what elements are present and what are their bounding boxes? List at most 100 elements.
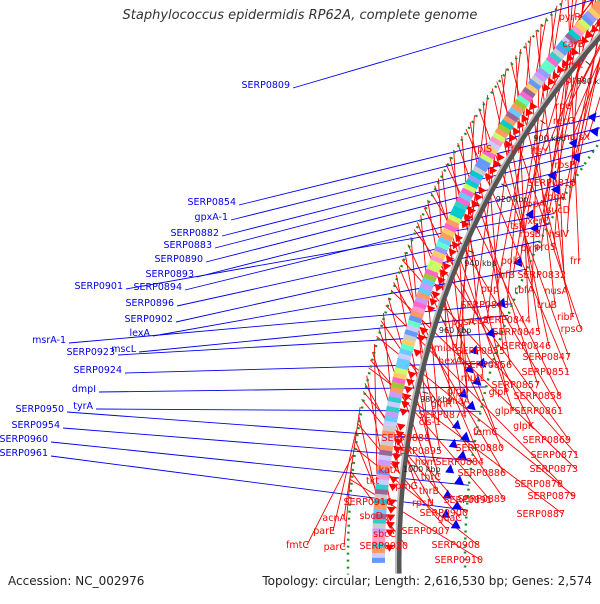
forward-gene-label: hom	[415, 457, 436, 468]
forward-gene-label: pnp	[481, 284, 499, 295]
forward-gene-label: guaC	[437, 513, 462, 524]
forward-gene-label: mutL	[461, 373, 486, 384]
forward-gene-label: glpF	[495, 406, 515, 417]
reverse-gene-label: dmpI	[72, 384, 96, 395]
forward-gene-label: ribF	[557, 312, 575, 323]
forward-gene-label: topA	[523, 199, 546, 210]
reverse-gene-label: mscL	[111, 344, 136, 355]
reverse-gene-label: SERP0809	[241, 80, 290, 91]
forward-gene-label: parC	[324, 542, 347, 553]
forward-gene-label: ffh	[507, 145, 520, 156]
forward-gene-arrow	[429, 298, 438, 306]
forward-gene-label: xerC	[527, 216, 549, 227]
forward-gene-label: SERP0907	[401, 526, 450, 537]
forward-gene-arrow	[408, 371, 417, 379]
forward-gene-label: hexA	[438, 356, 462, 367]
forward-gene-arrow	[404, 386, 413, 394]
reverse-gene-label: SERP0883	[163, 240, 212, 251]
forward-gene-label: proS	[534, 242, 556, 253]
forward-gene-label: rplS	[473, 144, 492, 155]
forward-gene-label: pgsA	[451, 317, 475, 328]
forward-gene-label: SERP0880	[455, 443, 504, 454]
forward-gene-label: SERP0884	[435, 457, 484, 468]
forward-gene-label: katA	[379, 465, 401, 476]
forward-gene-arrow	[386, 522, 395, 529]
reverse-label-leader	[239, 110, 600, 205]
forward-gene-label: nusA	[545, 286, 569, 297]
forward-gene-arrow	[400, 408, 409, 416]
tick-mark	[586, 61, 591, 65]
forward-gene-label: SERP0891	[443, 495, 492, 506]
forward-gene-label: SERP0844	[482, 315, 531, 326]
forward-gene-label: glnR	[431, 399, 453, 410]
reverse-gene-label: tyrA	[73, 401, 93, 412]
forward-gene-label: recG	[553, 116, 575, 127]
reverse-gene-label: SERP0896	[125, 298, 174, 309]
forward-gene-label: priA	[566, 75, 586, 86]
reverse-gene-arrow	[460, 432, 470, 442]
reverse-gene-arrow	[452, 420, 461, 430]
forward-gene-label: SERP0886	[457, 468, 506, 479]
forward-gene-arrow	[427, 305, 436, 313]
reverse-gene-label: SERP0854	[187, 197, 236, 208]
reverse-gene-label: SERP0901	[74, 281, 123, 292]
forward-gene-label: parE	[313, 526, 335, 537]
forward-gene-arrow	[449, 248, 457, 256]
forward-gene-arrow	[406, 379, 415, 387]
reverse-gene-label: SERP0902	[124, 314, 173, 325]
reverse-gene-label: SERP0950	[15, 404, 64, 415]
forward-gene-label: SERP0888	[381, 433, 430, 444]
tick-mark	[422, 392, 428, 393]
forward-gene-label: acnA	[322, 513, 346, 524]
reverse-gene-label: SERP0882	[170, 228, 219, 239]
forward-gene-label: sucD	[546, 205, 570, 216]
forward-gene-label: miaB	[434, 343, 458, 354]
forward-gene-label: SERP0851	[521, 367, 570, 378]
forward-gene-label: frr	[570, 256, 581, 267]
forward-gene-label: polC	[501, 256, 522, 267]
forward-gene-label: SERP0856	[463, 360, 512, 371]
forward-gene-label: SERP0920	[359, 541, 408, 552]
tick-label: 940 kbp	[464, 259, 497, 268]
forward-gene-label: SERP0861	[514, 406, 563, 417]
forward-gene-label: femC	[473, 427, 498, 438]
topology-summary: Topology: circular; Length: 2,616,530 bp…	[262, 574, 592, 588]
reverse-gene-label: SERP0893	[145, 269, 194, 280]
forward-gene-label: rpsP	[554, 160, 575, 171]
forward-gene-label: SERP0858	[513, 391, 562, 402]
forward-gene-arrow	[517, 121, 525, 129]
forward-gene-label: SERP0843	[460, 300, 509, 311]
reverse-gene-label: gpxA-1	[195, 212, 228, 223]
reverse-gene-label: SERP0890	[154, 254, 203, 265]
forward-gene-arrow	[530, 102, 538, 110]
forward-gene-label: SERP0832	[517, 270, 566, 281]
reverse-gene-label: SERP0924	[73, 365, 122, 376]
forward-gene-label: rpmG	[391, 481, 418, 492]
forward-gene-label: ftsY	[530, 146, 548, 157]
forward-gene-label: sbcD	[359, 511, 383, 522]
reverse-gene-label: SERP0954	[11, 420, 60, 431]
forward-gene-label: SERP0887	[516, 509, 565, 520]
forward-gene-label: fmtC	[286, 540, 309, 551]
forward-gene-label: SERP0846	[502, 341, 551, 352]
forward-gene-label: SERP0910	[434, 555, 483, 566]
forward-gene-label: SERP0869	[522, 435, 571, 446]
forward-gene-arrow	[418, 334, 427, 342]
forward-gene-label: SERP0895	[393, 446, 442, 457]
forward-gene-arrow	[478, 186, 486, 194]
reverse-gene-label: SERP0960	[0, 434, 48, 445]
forward-gene-label: truB	[537, 300, 557, 311]
reverse-gene-label: SERP0961	[0, 448, 48, 459]
reverse-gene-label: lexA	[130, 328, 151, 339]
forward-gene-label: SERP0847	[522, 352, 571, 363]
forward-gene-label: rbfA	[514, 285, 534, 296]
forward-gene-label: SERP0871	[530, 450, 579, 461]
forward-gene-label: cls-1	[419, 417, 441, 428]
forward-gene-label: SERP0810	[527, 178, 576, 189]
cog-block	[372, 553, 385, 558]
forward-gene-label: plsX	[570, 132, 591, 143]
forward-gene-label: carB	[563, 39, 584, 50]
